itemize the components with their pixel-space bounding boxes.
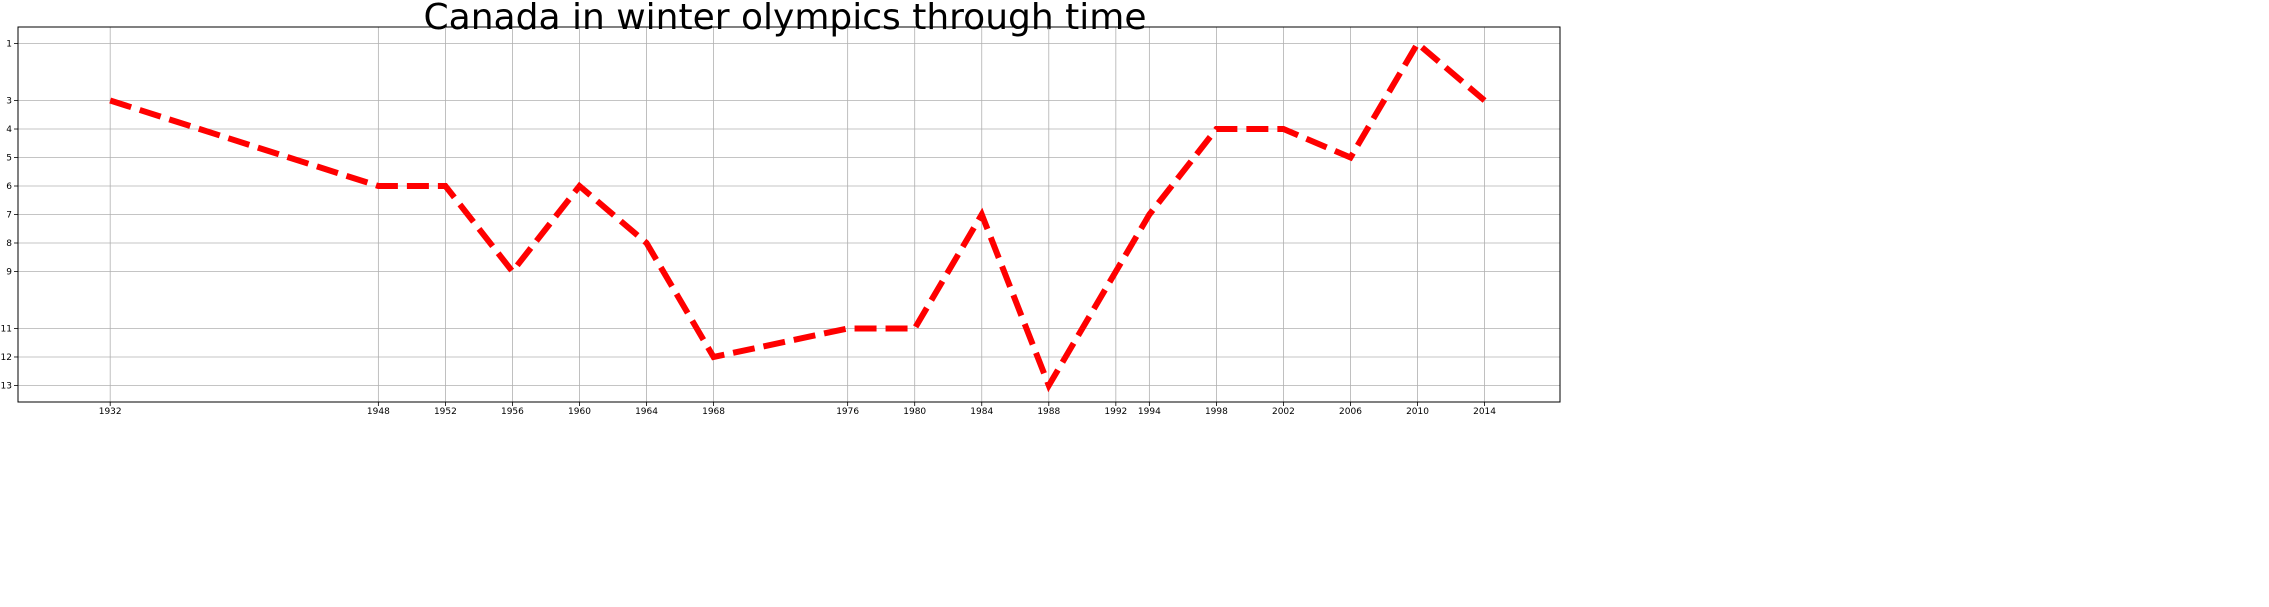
x-tick-label: 1976 bbox=[836, 407, 859, 417]
x-tick-label: 1988 bbox=[1037, 407, 1060, 417]
y-tick-label: 9 bbox=[6, 267, 12, 277]
line-chart: 1932 1948 1952 1956 1960 1964 1968 1976 1980 1984… bbox=[1, 26, 1561, 417]
x-tick-label: 2014 bbox=[1473, 407, 1496, 417]
y-tick-label: 5 bbox=[6, 154, 12, 164]
x-tick-label: 1932 bbox=[99, 407, 122, 417]
x-tick-label: 1956 bbox=[501, 407, 524, 417]
grid-lines bbox=[18, 27, 1560, 402]
y-tick-label: 11 bbox=[1, 324, 12, 334]
x-tick-label: 1994 bbox=[1138, 407, 1161, 417]
x-tick-label: 2002 bbox=[1272, 407, 1295, 417]
y-tick-label: 8 bbox=[6, 239, 12, 249]
series-line bbox=[109, 38, 1487, 393]
x-tick-label: 1980 bbox=[903, 407, 926, 417]
y-tick-label: 1 bbox=[6, 40, 12, 50]
y-tick-label: 4 bbox=[6, 125, 12, 135]
chart-title: Canada in winter olympics through time bbox=[423, 0, 1147, 38]
x-axis-ticks: 1932 1948 1952 1956 1960 1964 1968 1976 1980 1984… bbox=[99, 402, 1496, 417]
x-tick-label: 1992 bbox=[1104, 407, 1127, 417]
x-tick-label: 1998 bbox=[1205, 407, 1228, 417]
y-tick-label: 3 bbox=[6, 97, 12, 107]
x-tick-label: 1968 bbox=[702, 407, 725, 417]
y-tick-label: 12 bbox=[1, 353, 12, 363]
x-tick-label: 1984 bbox=[970, 407, 993, 417]
x-tick-label: 2010 bbox=[1406, 407, 1429, 417]
x-tick-label: 2006 bbox=[1339, 407, 1362, 417]
x-tick-label: 1948 bbox=[367, 407, 390, 417]
y-tick-label: 7 bbox=[6, 211, 12, 221]
y-tick-label: 13 bbox=[1, 381, 12, 391]
y-tick-label: 6 bbox=[6, 182, 12, 192]
x-tick-label: 1960 bbox=[568, 407, 591, 417]
x-tick-label: 1964 bbox=[635, 407, 658, 417]
x-tick-label: 1952 bbox=[434, 407, 457, 417]
